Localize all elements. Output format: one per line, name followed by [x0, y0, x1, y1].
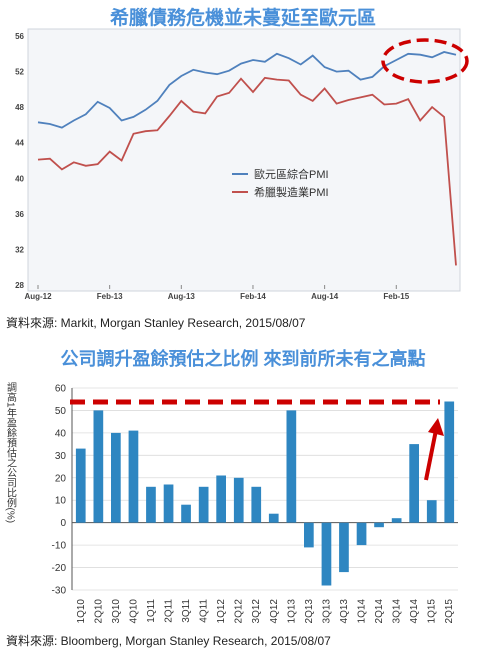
bar-x-tick-label: 3Q12 [251, 599, 262, 624]
pmi-y-tick-label: 32 [15, 245, 24, 254]
bar-chart-title: 公司調升盈餘預估之比例 來到前所未有之高點 [61, 348, 426, 369]
bar-x-tick-label: 3Q11 [181, 599, 192, 623]
bar-x-tick-label: 1Q14 [357, 599, 368, 624]
bar-y-tick-label: -20 [52, 563, 67, 574]
pmi-y-tick-label: 56 [15, 32, 24, 41]
pmi-plot-area [27, 28, 461, 292]
manufacturing-pmi-series-line [37, 76, 457, 266]
bar-x-tick-label: 3Q10 [111, 599, 122, 624]
bar-y-tick-label: -10 [52, 541, 67, 552]
bar-chart: 公司調升盈餘預估之比例 來到前所未有之高點 調高1年盈餘預估之公司比例(%) 6… [5, 348, 458, 648]
bar [198, 486, 209, 523]
bar-x-tick-label: 2Q15 [444, 599, 455, 624]
bar-x-tick-label: 4Q12 [269, 599, 280, 624]
bar [146, 486, 156, 523]
legend-composite-label: 歐元區綜合PMI [254, 167, 329, 181]
bar-x-tick-label: 4Q13 [339, 599, 350, 624]
bar-x-tick-label: 3Q13 [321, 599, 332, 624]
bar-y-tick-label: 50 [55, 406, 67, 417]
highlight-ellipse [381, 38, 469, 84]
highlight-arrow-head [428, 418, 444, 436]
bar-x-tick-label: 2Q14 [374, 599, 385, 624]
pmi-source-note: 資料來源: Markit, Morgan Stanley Research, 2… [6, 316, 306, 330]
bar [93, 410, 104, 523]
bar-y-tick-label: 10 [55, 496, 67, 507]
bar-x-tick-label: 3Q14 [392, 599, 403, 624]
bar [391, 518, 402, 523]
pmi-y-tick-label: 28 [15, 281, 24, 290]
bar [426, 500, 437, 523]
bar [216, 475, 226, 523]
bar-x-tick-label: 2Q10 [93, 599, 104, 624]
bar [444, 401, 455, 523]
bar-y-axis-label: 調高1年盈餘預估之公司比例(%) [5, 381, 17, 523]
bar [268, 513, 279, 523]
bar-y-tick-label: 40 [55, 428, 67, 439]
bar [356, 522, 367, 546]
pmi-x-tick-label: Feb-15 [383, 292, 409, 301]
bar [286, 410, 297, 523]
pmi-x-tick-label: Aug-13 [168, 292, 196, 301]
pmi-x-tick-label: Aug-12 [24, 292, 52, 301]
bar [374, 522, 384, 528]
pmi-x-tick-label: Aug-14 [311, 292, 339, 301]
bar [321, 522, 332, 586]
bar-x-tick-label: 4Q14 [409, 599, 420, 624]
bar-y-tick-label: 60 [55, 384, 67, 395]
bar [233, 477, 244, 523]
bar-x-tick-label: 1Q12 [216, 599, 227, 624]
bar [251, 486, 262, 523]
bar [409, 444, 419, 523]
bar [75, 448, 86, 523]
pmi-chart-title: 希臘債務危機並未蔓延至歐元區 [110, 6, 376, 29]
pmi-y-tick-label: 52 [15, 68, 24, 77]
bar-y-tick-label: 20 [55, 473, 67, 484]
pmi-x-tick-label: Feb-13 [97, 292, 123, 301]
bar-x-tick-label: 1Q15 [427, 599, 438, 624]
bar-y-tick-label: -30 [52, 586, 67, 597]
highlight-arrow-shaft [424, 429, 438, 481]
bar-x-tick-label: 2Q11 [164, 599, 175, 623]
bar-x-tick-label: 2Q13 [304, 599, 315, 624]
bar [111, 432, 121, 523]
bar [339, 522, 349, 573]
bar-x-tick-label: 1Q11 [146, 599, 157, 623]
composite-pmi-series-line [37, 51, 457, 129]
bar [128, 430, 139, 523]
pmi-y-tick-label: 44 [15, 139, 24, 148]
pmi-x-tick-label: Feb-14 [240, 292, 266, 301]
bar-x-tick-label: 4Q10 [128, 599, 139, 624]
bar [181, 504, 191, 523]
legend-manufacturing-label: 希臘製造業PMI [254, 185, 329, 199]
bar-x-tick-label: 4Q11 [199, 599, 210, 623]
bar-y-tick-label: 0 [60, 518, 66, 529]
pmi-y-tick-label: 40 [15, 174, 24, 183]
pmi-y-tick-label: 36 [15, 210, 24, 219]
bar-source-note: 資料來源: Bloomberg, Morgan Stanley Research… [6, 634, 331, 648]
bar-x-tick-label: 2Q12 [234, 599, 245, 624]
bar [304, 522, 314, 548]
bar-y-tick-label: 30 [55, 451, 67, 462]
pmi-legend: 歐元區綜合PMI 希臘製造業PMI [232, 167, 329, 199]
pmi-y-tick-label: 48 [15, 103, 24, 112]
bar-x-tick-label: 1Q13 [286, 599, 297, 624]
bar [163, 484, 174, 523]
bar-x-tick-label: 1Q10 [76, 599, 87, 624]
pmi-chart: 希臘債務危機並未蔓延至歐元區 56 52 48 44 40 36 32 28 Aug-12 Fe… [6, 6, 469, 330]
